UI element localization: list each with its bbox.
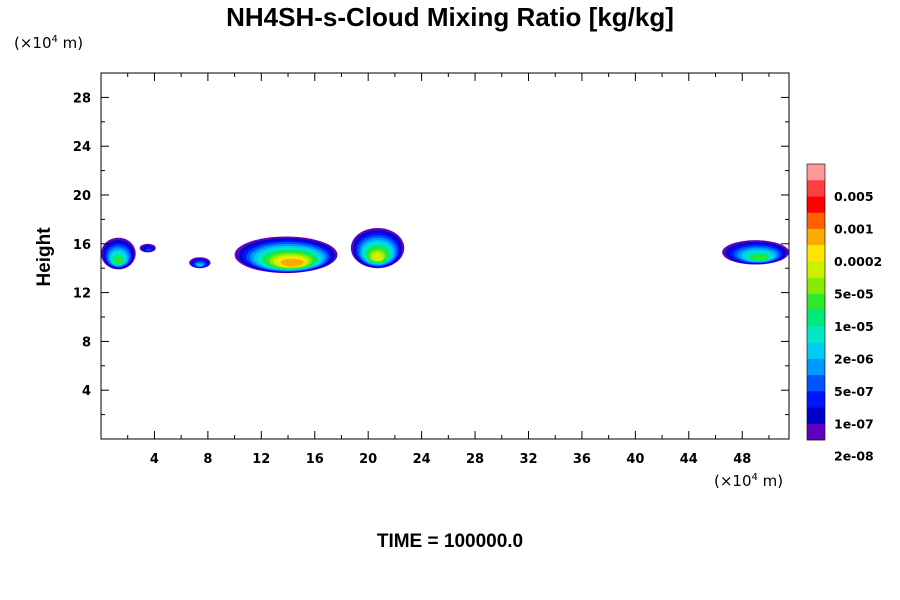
y-unit-suffix: m) <box>57 34 84 52</box>
x-unit-suffix: m) <box>757 472 784 490</box>
colorbar-label: 2e-08 <box>834 449 874 464</box>
x-tick-label: 20 <box>359 452 377 467</box>
colorbar-segment <box>807 326 825 343</box>
x-unit-exponent: 4 <box>751 472 758 483</box>
y-tick-label: 24 <box>73 140 91 155</box>
colorbar-segment <box>807 212 825 230</box>
x-tick-label: 36 <box>573 452 591 467</box>
x-tick-label: 48 <box>733 452 751 467</box>
time-label: TIME = 100000.0 <box>376 531 524 552</box>
y-unit-prefix: (×10 <box>14 34 52 52</box>
y-axis-label: Height <box>34 227 55 287</box>
colorbar-segment <box>807 391 825 408</box>
y-tick-label: 8 <box>82 335 91 350</box>
colorbar-segment <box>807 277 825 295</box>
chart-title: NH4SH-s-Cloud Mixing Ratio [kg/kg] <box>226 2 674 32</box>
cloud-field <box>101 227 789 274</box>
cloud-contour <box>146 248 151 251</box>
y-unit-label: (×104 m) <box>14 34 83 52</box>
colorbar: 0.005 0.001 0.0002 5e-05 1e-05 2e-06 5e-07 1e-0… <box>806 163 882 464</box>
plot-frame <box>100 72 790 440</box>
colorbar-segment <box>807 407 825 425</box>
colorbar-segment <box>807 180 825 197</box>
y-tick-label: 4 <box>82 384 91 399</box>
x-tick-label: 4 <box>150 452 159 467</box>
colorbar-label: 1e-05 <box>834 319 874 334</box>
colorbar-segment <box>807 342 825 360</box>
y-unit-exponent: 4 <box>51 34 58 45</box>
x-tick-label: 24 <box>413 452 431 467</box>
y-tick-label: 28 <box>73 91 91 106</box>
y-tick-label: 16 <box>73 238 91 253</box>
cloud-contour <box>114 256 123 264</box>
colorbar-segment <box>807 164 825 181</box>
colorbar-segment <box>807 423 825 441</box>
colorbar-label: 0.0002 <box>834 254 882 269</box>
colorbar-segment <box>807 293 825 311</box>
colorbar-label: 5e-05 <box>834 286 874 301</box>
colorbar-segment <box>807 261 825 278</box>
colorbar-frame <box>806 163 826 441</box>
cloud-contour <box>752 254 767 261</box>
cloud-contour <box>371 252 384 262</box>
x-tick-label: 28 <box>466 452 484 467</box>
x-tick-label: 32 <box>519 452 537 467</box>
colorbar-segment <box>807 358 825 376</box>
x-tick-label: 12 <box>252 452 270 467</box>
colorbar-segment <box>807 310 825 327</box>
cloud-contour <box>197 263 203 267</box>
colorbar-segment <box>807 375 825 392</box>
x-unit-label: (×104 m) <box>714 472 783 490</box>
colorbar-label: 2e-06 <box>834 351 874 366</box>
x-unit-prefix: (×10 <box>714 472 752 490</box>
x-tick-label: 40 <box>626 452 644 467</box>
colorbar-segment <box>807 196 825 214</box>
y-tick-label: 12 <box>73 287 91 302</box>
x-tick-label: 44 <box>680 452 698 467</box>
colorbar-segment <box>807 228 825 246</box>
colorbar-label: 1e-07 <box>834 416 874 431</box>
colorbar-label: 0.001 <box>834 221 874 236</box>
y-tick-label: 20 <box>73 189 91 204</box>
colorbar-label: 5e-07 <box>834 384 874 399</box>
cloud-contour <box>280 258 304 267</box>
x-tick-label: 8 <box>203 452 212 467</box>
x-tick-label: 16 <box>306 452 324 467</box>
colorbar-label: 0.005 <box>834 189 874 204</box>
colorbar-segment <box>807 245 825 262</box>
